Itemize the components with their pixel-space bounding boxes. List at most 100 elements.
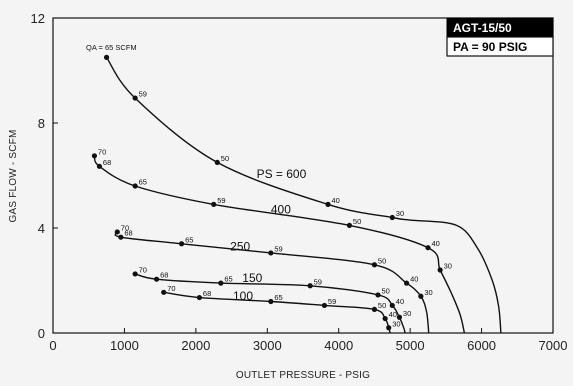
point-label: 68: [203, 289, 211, 298]
data-point: [425, 245, 431, 251]
data-point: [418, 293, 424, 299]
series-name-label: 150: [242, 271, 262, 285]
y-tick-label: 8: [38, 116, 45, 131]
point-label: 50: [378, 301, 386, 310]
plot-area: [52, 17, 554, 334]
point-label: 30: [444, 262, 452, 271]
point-label: 40: [432, 239, 440, 248]
data-point: [96, 163, 103, 169]
point-label: 59: [328, 297, 336, 306]
data-point: [382, 315, 388, 322]
point-label: 50: [382, 286, 390, 295]
point-label: 65: [274, 293, 282, 302]
point-label: 40: [396, 297, 404, 306]
point-label: 65: [224, 275, 232, 284]
data-point: [389, 302, 395, 309]
series-name-label: 250: [230, 239, 250, 253]
data-point: [389, 214, 395, 221]
series-name-label: PS = 600: [257, 167, 307, 181]
legend-box-pa: PA = 90 PSIG: [453, 40, 527, 54]
x-tick-label: 4000: [324, 338, 353, 353]
data-point: [161, 289, 167, 295]
data-point: [268, 250, 274, 256]
x-axis-title: OUTLET PRESSURE - PSIG: [236, 370, 370, 381]
point-label: 68: [160, 271, 168, 280]
data-point: [268, 298, 274, 305]
data-point: [132, 95, 138, 101]
data-point: [196, 294, 203, 301]
data-point: [91, 153, 98, 159]
data-point: [403, 280, 410, 286]
legend-box-model: AGT-15/50: [453, 21, 512, 35]
axis-ticks: 0 1000 2000 3000 4000 5000 6000 7000 0 4 8 12: [31, 11, 568, 353]
legend-box-body: [446, 36, 554, 57]
point-label: 70: [121, 223, 129, 232]
data-point: [307, 283, 313, 289]
data-point: [214, 159, 220, 165]
point-label: 40: [332, 196, 340, 205]
legend-box: AGT-15/50 PA = 90 PSIG: [446, 17, 554, 57]
data-point: [375, 292, 381, 298]
point-label: 65: [139, 178, 147, 187]
data-point: [321, 302, 328, 309]
y-axis-title: GAS FLOW - SCFM: [8, 130, 19, 223]
point-label: 59: [314, 277, 322, 286]
qa-annotation: QA = 65 SCFM: [86, 43, 137, 52]
x-tick-label: 2000: [181, 338, 210, 353]
data-point: [103, 54, 110, 60]
point-label: 59: [274, 244, 282, 253]
data-point: [396, 314, 403, 320]
series-line: [114, 231, 430, 334]
data-point: [153, 276, 160, 282]
data-point: [325, 201, 331, 207]
y-tick-label: 4: [38, 221, 45, 236]
series-name-label: 100: [233, 289, 253, 303]
y-tick-label: 12: [31, 11, 45, 26]
data-point: [218, 280, 224, 286]
data-point: [211, 201, 217, 207]
data-point: [346, 222, 353, 228]
point-label: 59: [217, 196, 225, 205]
point-label: 68: [103, 158, 111, 167]
data-point: [371, 262, 378, 268]
data-point: [114, 229, 120, 235]
data-point: [371, 306, 378, 312]
x-tick-label: 5000: [396, 338, 425, 353]
point-label: 70: [98, 147, 106, 156]
series-line: [134, 273, 406, 334]
data-point: [178, 241, 185, 247]
data-point: [118, 234, 124, 240]
point-label: 40: [410, 275, 418, 284]
point-label: 50: [378, 256, 386, 265]
x-tick-label: 1000: [110, 338, 139, 353]
x-tick-label: 0: [49, 338, 56, 353]
series-line: [106, 57, 502, 334]
point-label: 65: [185, 235, 193, 244]
point-label: 30: [392, 319, 400, 328]
point-label: 30: [424, 288, 432, 297]
x-tick-label: 7000: [539, 338, 568, 353]
point-label: 30: [396, 209, 404, 218]
point-label: 40: [389, 310, 397, 319]
y-tick-label: 0: [38, 326, 45, 341]
point-label: 50: [221, 154, 229, 163]
point-label: 50: [353, 217, 361, 226]
x-tick-label: 3000: [253, 338, 282, 353]
series-name-label: 400: [271, 203, 291, 217]
data-point: [132, 183, 138, 189]
data-point: [132, 271, 138, 277]
point-label: 30: [403, 309, 411, 318]
series-line: [93, 155, 466, 334]
point-label: 59: [139, 90, 147, 99]
point-label: 70: [139, 265, 147, 274]
x-tick-label: 6000: [467, 338, 496, 353]
point-label: 70: [167, 284, 175, 293]
point-label: 68: [124, 229, 132, 238]
